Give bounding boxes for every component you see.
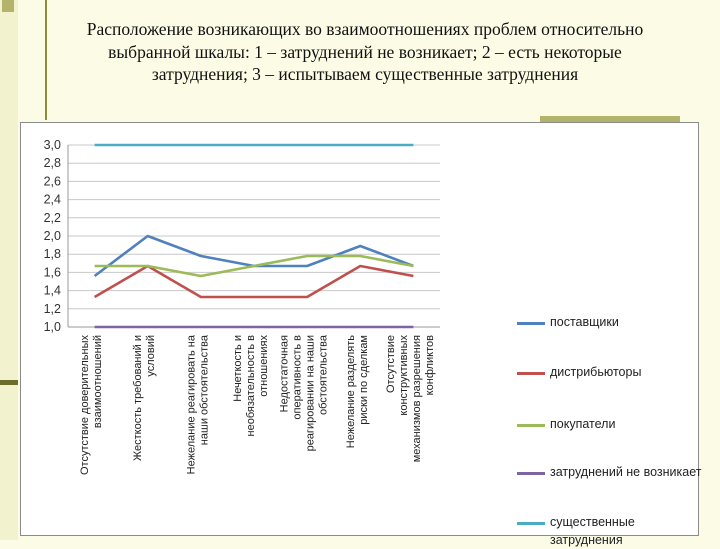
- x-tick-label: Недостаточнаяоперативность вреагировании…: [279, 334, 330, 451]
- y-tick-label: 1,0: [44, 320, 61, 334]
- slide-decor-line: [45, 0, 47, 120]
- y-tick-label: 2,8: [44, 156, 61, 170]
- x-tick-label: Нечеткость инеобязательность вотношениях: [232, 335, 270, 437]
- y-tick-label: 1,8: [44, 247, 61, 261]
- legend-label: дистрибьюторы: [550, 365, 642, 379]
- slide-decor-bar: [0, 380, 18, 385]
- y-tick-label: 2,6: [44, 174, 61, 188]
- y-tick-label: 1,2: [44, 302, 61, 316]
- y-tick-label: 2,4: [44, 193, 61, 207]
- y-tick-label: 2,0: [44, 229, 61, 243]
- slide-title: Расположение возникающих во взаимоотноше…: [86, 19, 644, 84]
- y-tick-label: 3,0: [44, 138, 61, 152]
- y-tick-label: 1,4: [44, 284, 61, 298]
- legend-label: поставщики: [550, 315, 619, 329]
- legend-label: существенные затруднения: [550, 515, 635, 547]
- x-tick-label: Отсутствие доверительныхвзаимоотношений: [79, 335, 104, 476]
- legend-swatch: [517, 522, 545, 525]
- series-line: [94, 254, 414, 278]
- y-tick-label: 1,6: [44, 265, 61, 279]
- x-tick-label: Отсутствиеконструктивныхмеханизмов разре…: [385, 335, 436, 463]
- y-tick-label: 2,2: [44, 211, 61, 225]
- chart-frame: 1,0 1,2 1,4 1,6 1,8 2,0 2,2 2,4 2,6 2,8 3,0 Отсутст…: [20, 122, 701, 547]
- slide-decor-square: [2, 0, 14, 12]
- slide-decor-strip: [540, 116, 680, 123]
- legend-label: затруднений не возникает: [550, 465, 702, 479]
- x-tick-label: Нежелание реагировать нанаши обстоятельс…: [185, 334, 210, 474]
- slide-left-band: [0, 0, 18, 540]
- legend-swatch: [517, 322, 545, 325]
- legend-swatch: [517, 372, 545, 375]
- x-tick-label: Жесткость требований иусловий: [132, 335, 157, 461]
- series-line: [93, 264, 414, 299]
- legend-label: покупатели: [550, 417, 616, 431]
- x-tick-label: Нежелание разделятьриски по сделкам: [345, 335, 370, 448]
- legend-swatch: [517, 472, 545, 475]
- legend-swatch: [517, 424, 545, 427]
- line-chart: 1,0 1,2 1,4 1,6 1,8 2,0 2,2 2,4 2,6 2,8 3,0 Отсутст…: [44, 138, 440, 476]
